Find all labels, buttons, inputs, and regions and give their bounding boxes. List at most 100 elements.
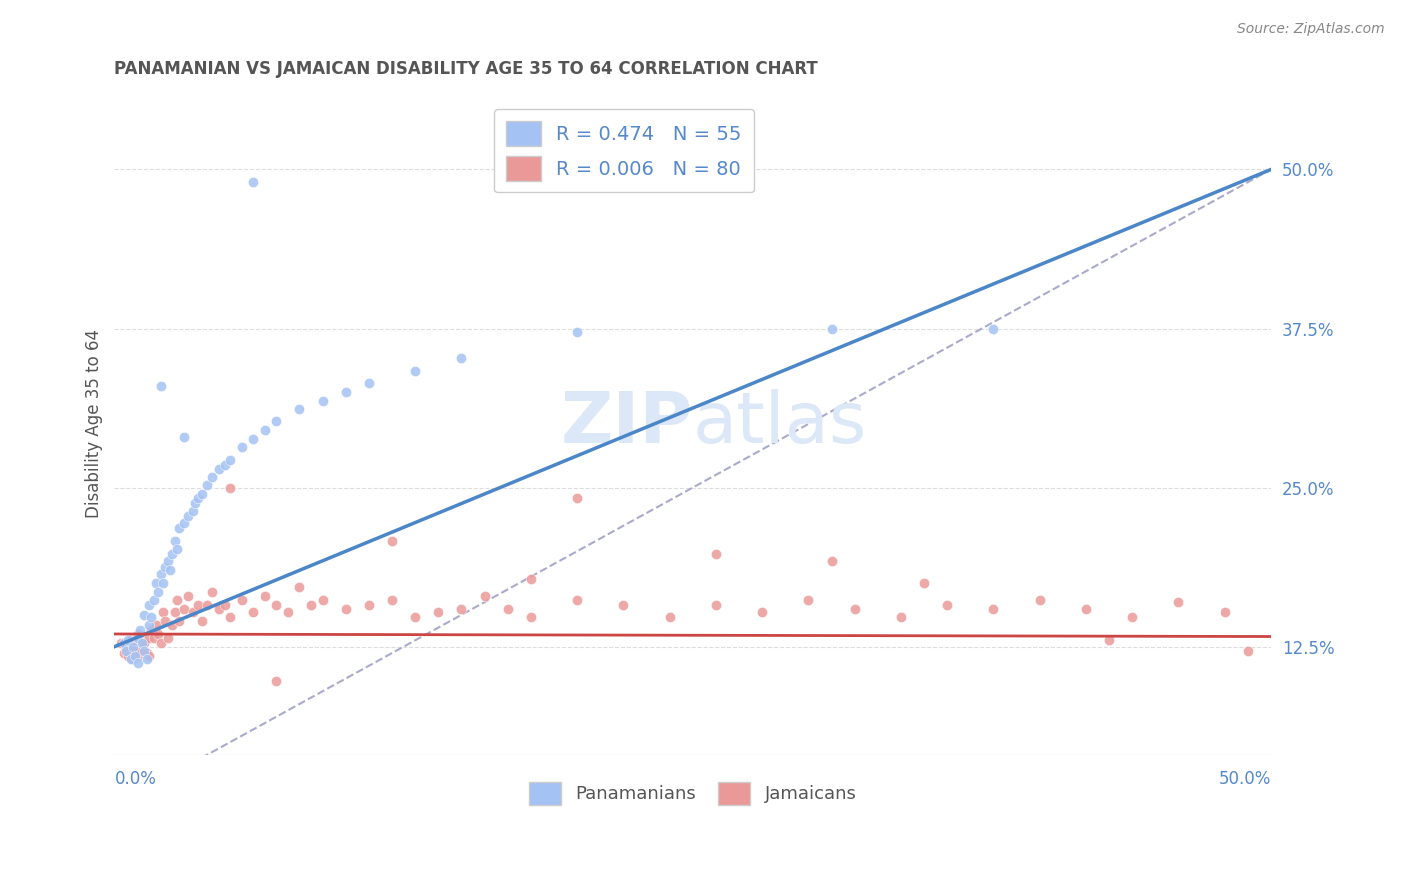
Point bbox=[148, 585, 170, 599]
Point bbox=[148, 627, 170, 641]
Point bbox=[844, 601, 866, 615]
Point bbox=[181, 605, 204, 619]
Point bbox=[149, 378, 172, 392]
Point bbox=[1121, 610, 1143, 624]
Point bbox=[145, 576, 167, 591]
Point bbox=[141, 610, 163, 624]
Point bbox=[890, 610, 912, 624]
Point bbox=[820, 321, 842, 335]
Point bbox=[162, 547, 184, 561]
Point bbox=[166, 541, 188, 556]
Point bbox=[155, 614, 177, 628]
Point bbox=[138, 648, 160, 663]
Point bbox=[335, 601, 357, 615]
Point bbox=[242, 605, 264, 619]
Point bbox=[156, 631, 179, 645]
Point bbox=[122, 652, 145, 666]
Point bbox=[381, 592, 404, 607]
Point bbox=[131, 636, 153, 650]
Point bbox=[138, 618, 160, 632]
Text: Source: ZipAtlas.com: Source: ZipAtlas.com bbox=[1237, 22, 1385, 37]
Point bbox=[167, 521, 190, 535]
Point bbox=[299, 598, 322, 612]
Point bbox=[127, 631, 149, 645]
Point bbox=[138, 631, 160, 645]
Point bbox=[117, 648, 139, 663]
Point bbox=[311, 394, 333, 409]
Point bbox=[1074, 601, 1097, 615]
Point bbox=[253, 589, 276, 603]
Point bbox=[219, 452, 242, 467]
Point bbox=[207, 461, 229, 475]
Point bbox=[357, 376, 380, 391]
Point bbox=[117, 633, 139, 648]
Point bbox=[1237, 643, 1260, 657]
Point bbox=[450, 351, 472, 365]
Point bbox=[173, 430, 195, 444]
Text: atlas: atlas bbox=[693, 390, 868, 458]
Point bbox=[177, 589, 200, 603]
Point bbox=[173, 516, 195, 531]
Point bbox=[277, 605, 299, 619]
Point bbox=[751, 605, 773, 619]
Point bbox=[288, 401, 311, 416]
Point bbox=[820, 554, 842, 568]
Point bbox=[173, 601, 195, 615]
Point bbox=[163, 534, 186, 549]
Point bbox=[1213, 605, 1236, 619]
Point bbox=[191, 614, 214, 628]
Point bbox=[187, 598, 209, 612]
Point bbox=[427, 605, 450, 619]
Point bbox=[1167, 595, 1189, 609]
Point bbox=[112, 636, 135, 650]
Point bbox=[124, 648, 146, 663]
Point bbox=[612, 598, 634, 612]
Point bbox=[142, 631, 165, 645]
Point bbox=[658, 610, 681, 624]
Point bbox=[181, 503, 204, 517]
Text: 0.0%: 0.0% bbox=[114, 770, 156, 789]
Point bbox=[127, 657, 149, 671]
Point bbox=[242, 175, 264, 189]
Point bbox=[1098, 633, 1121, 648]
Point bbox=[145, 618, 167, 632]
Point bbox=[565, 592, 588, 607]
Point bbox=[266, 414, 288, 428]
Point bbox=[112, 646, 135, 660]
Point bbox=[191, 487, 214, 501]
Point bbox=[110, 636, 132, 650]
Point bbox=[115, 640, 138, 654]
Point bbox=[335, 385, 357, 400]
Point bbox=[207, 601, 229, 615]
Point bbox=[141, 623, 163, 637]
Point bbox=[155, 559, 177, 574]
Point bbox=[381, 534, 404, 549]
Point bbox=[474, 589, 496, 603]
Point bbox=[128, 643, 150, 657]
Point bbox=[936, 598, 959, 612]
Point bbox=[166, 592, 188, 607]
Point bbox=[704, 598, 727, 612]
Point bbox=[184, 496, 207, 510]
Point bbox=[520, 572, 543, 586]
Point bbox=[187, 491, 209, 505]
Point bbox=[177, 508, 200, 523]
Point bbox=[311, 592, 333, 607]
Point bbox=[134, 636, 156, 650]
Point bbox=[496, 601, 519, 615]
Point bbox=[167, 614, 190, 628]
Point bbox=[242, 432, 264, 446]
Point bbox=[163, 605, 186, 619]
Point bbox=[195, 478, 218, 492]
Point bbox=[214, 598, 236, 612]
Point bbox=[266, 674, 288, 689]
Y-axis label: Disability Age 35 to 64: Disability Age 35 to 64 bbox=[86, 329, 103, 518]
Point bbox=[127, 648, 149, 663]
Point bbox=[149, 636, 172, 650]
Point bbox=[135, 652, 157, 666]
Point bbox=[120, 633, 142, 648]
Point bbox=[253, 423, 276, 437]
Point bbox=[565, 491, 588, 505]
Point bbox=[142, 592, 165, 607]
Point bbox=[195, 598, 218, 612]
